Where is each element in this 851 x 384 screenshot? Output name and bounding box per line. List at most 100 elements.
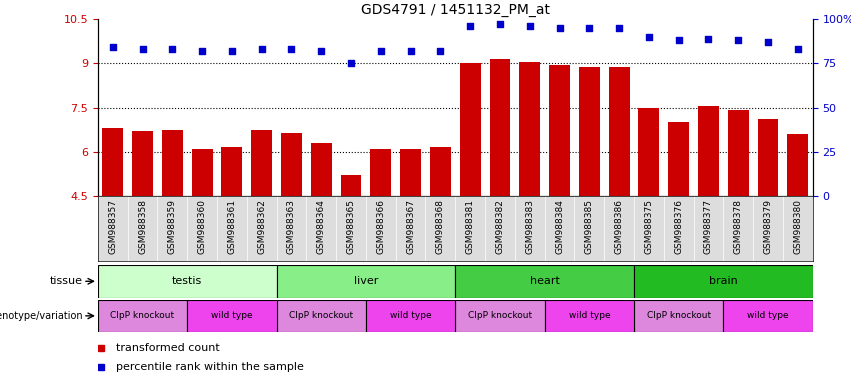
Text: GSM988360: GSM988360 [197,199,207,254]
Point [225,48,238,54]
Point [493,22,506,28]
Bar [191,149,213,196]
Text: GSM988363: GSM988363 [287,199,296,254]
Text: brain: brain [709,276,738,286]
Text: GSM988380: GSM988380 [793,199,802,254]
Bar [430,147,451,196]
Bar [277,300,366,332]
Text: GSM988361: GSM988361 [227,199,237,254]
Text: GSM988376: GSM988376 [674,199,683,254]
Text: GSM988379: GSM988379 [763,199,773,254]
Text: GSM988362: GSM988362 [257,199,266,254]
Point [672,37,686,43]
Bar [545,300,634,332]
Bar [579,67,600,196]
Bar [698,106,719,196]
Bar [489,59,511,196]
Text: GSM988378: GSM988378 [734,199,743,254]
Bar [311,143,332,196]
Text: GSM988357: GSM988357 [108,199,117,254]
Bar [251,130,272,196]
Text: GSM988381: GSM988381 [465,199,475,254]
Bar [98,265,277,298]
Point [374,48,387,54]
Text: ClpP knockout: ClpP knockout [647,311,711,320]
Bar [634,300,723,332]
Bar [757,119,779,196]
Bar [132,131,153,196]
Bar [519,62,540,196]
Point [106,45,119,51]
Text: GSM988366: GSM988366 [376,199,386,254]
Bar [102,128,123,196]
Text: GSM988377: GSM988377 [704,199,713,254]
Point [403,48,417,54]
Text: tissue: tissue [50,276,83,286]
Bar [549,65,570,196]
Text: percentile rank within the sample: percentile rank within the sample [116,362,304,372]
Point [612,25,625,31]
Bar [277,265,455,298]
Text: wild type: wild type [568,311,610,320]
Point [196,48,209,54]
Point [433,48,448,54]
Bar [370,149,391,196]
Bar [281,132,302,196]
Bar [455,300,545,332]
Bar [400,149,421,196]
Text: ClpP knockout: ClpP knockout [111,311,174,320]
Point [463,23,477,29]
Bar [340,175,362,196]
Bar [728,111,749,196]
Text: GSM988367: GSM988367 [406,199,415,254]
Point [284,46,298,52]
Point [136,46,150,52]
Text: GSM988383: GSM988383 [525,199,534,254]
Text: GSM988382: GSM988382 [495,199,505,254]
Bar [723,300,813,332]
Point [761,39,774,45]
Bar [455,265,634,298]
Point [731,37,745,43]
Point [344,60,357,66]
Text: GSM988384: GSM988384 [555,199,564,254]
Point [523,23,536,29]
Bar [221,147,243,196]
Text: ClpP knockout: ClpP knockout [468,311,532,320]
Bar [787,134,808,196]
Text: GSM988358: GSM988358 [138,199,147,254]
Bar [162,130,183,196]
Text: ClpP knockout: ClpP knockout [289,311,353,320]
Bar [98,300,187,332]
Point [791,46,805,52]
Point [701,36,715,42]
Bar [638,108,660,196]
Text: transformed count: transformed count [116,343,220,353]
Text: liver: liver [354,276,378,286]
Text: GSM988364: GSM988364 [317,199,326,254]
Point [553,25,567,31]
Point [255,46,269,52]
Point [165,46,179,52]
Text: genotype/variation: genotype/variation [0,311,83,321]
Bar [366,300,455,332]
Point [315,48,328,54]
Text: GSM988368: GSM988368 [436,199,445,254]
Text: heart: heart [529,276,560,286]
Bar [634,265,813,298]
Text: testis: testis [172,276,203,286]
Bar [187,300,277,332]
Bar [668,122,689,196]
Text: wild type: wild type [390,311,431,320]
Text: GSM988386: GSM988386 [614,199,624,254]
Text: GSM988365: GSM988365 [346,199,356,254]
Title: GDS4791 / 1451132_PM_at: GDS4791 / 1451132_PM_at [361,3,550,17]
Text: GSM988359: GSM988359 [168,199,177,254]
Bar [460,63,481,196]
Point [582,25,596,31]
Text: GSM988375: GSM988375 [644,199,654,254]
Bar [608,67,630,196]
Text: GSM988385: GSM988385 [585,199,594,254]
Point [642,34,655,40]
Text: wild type: wild type [211,311,253,320]
